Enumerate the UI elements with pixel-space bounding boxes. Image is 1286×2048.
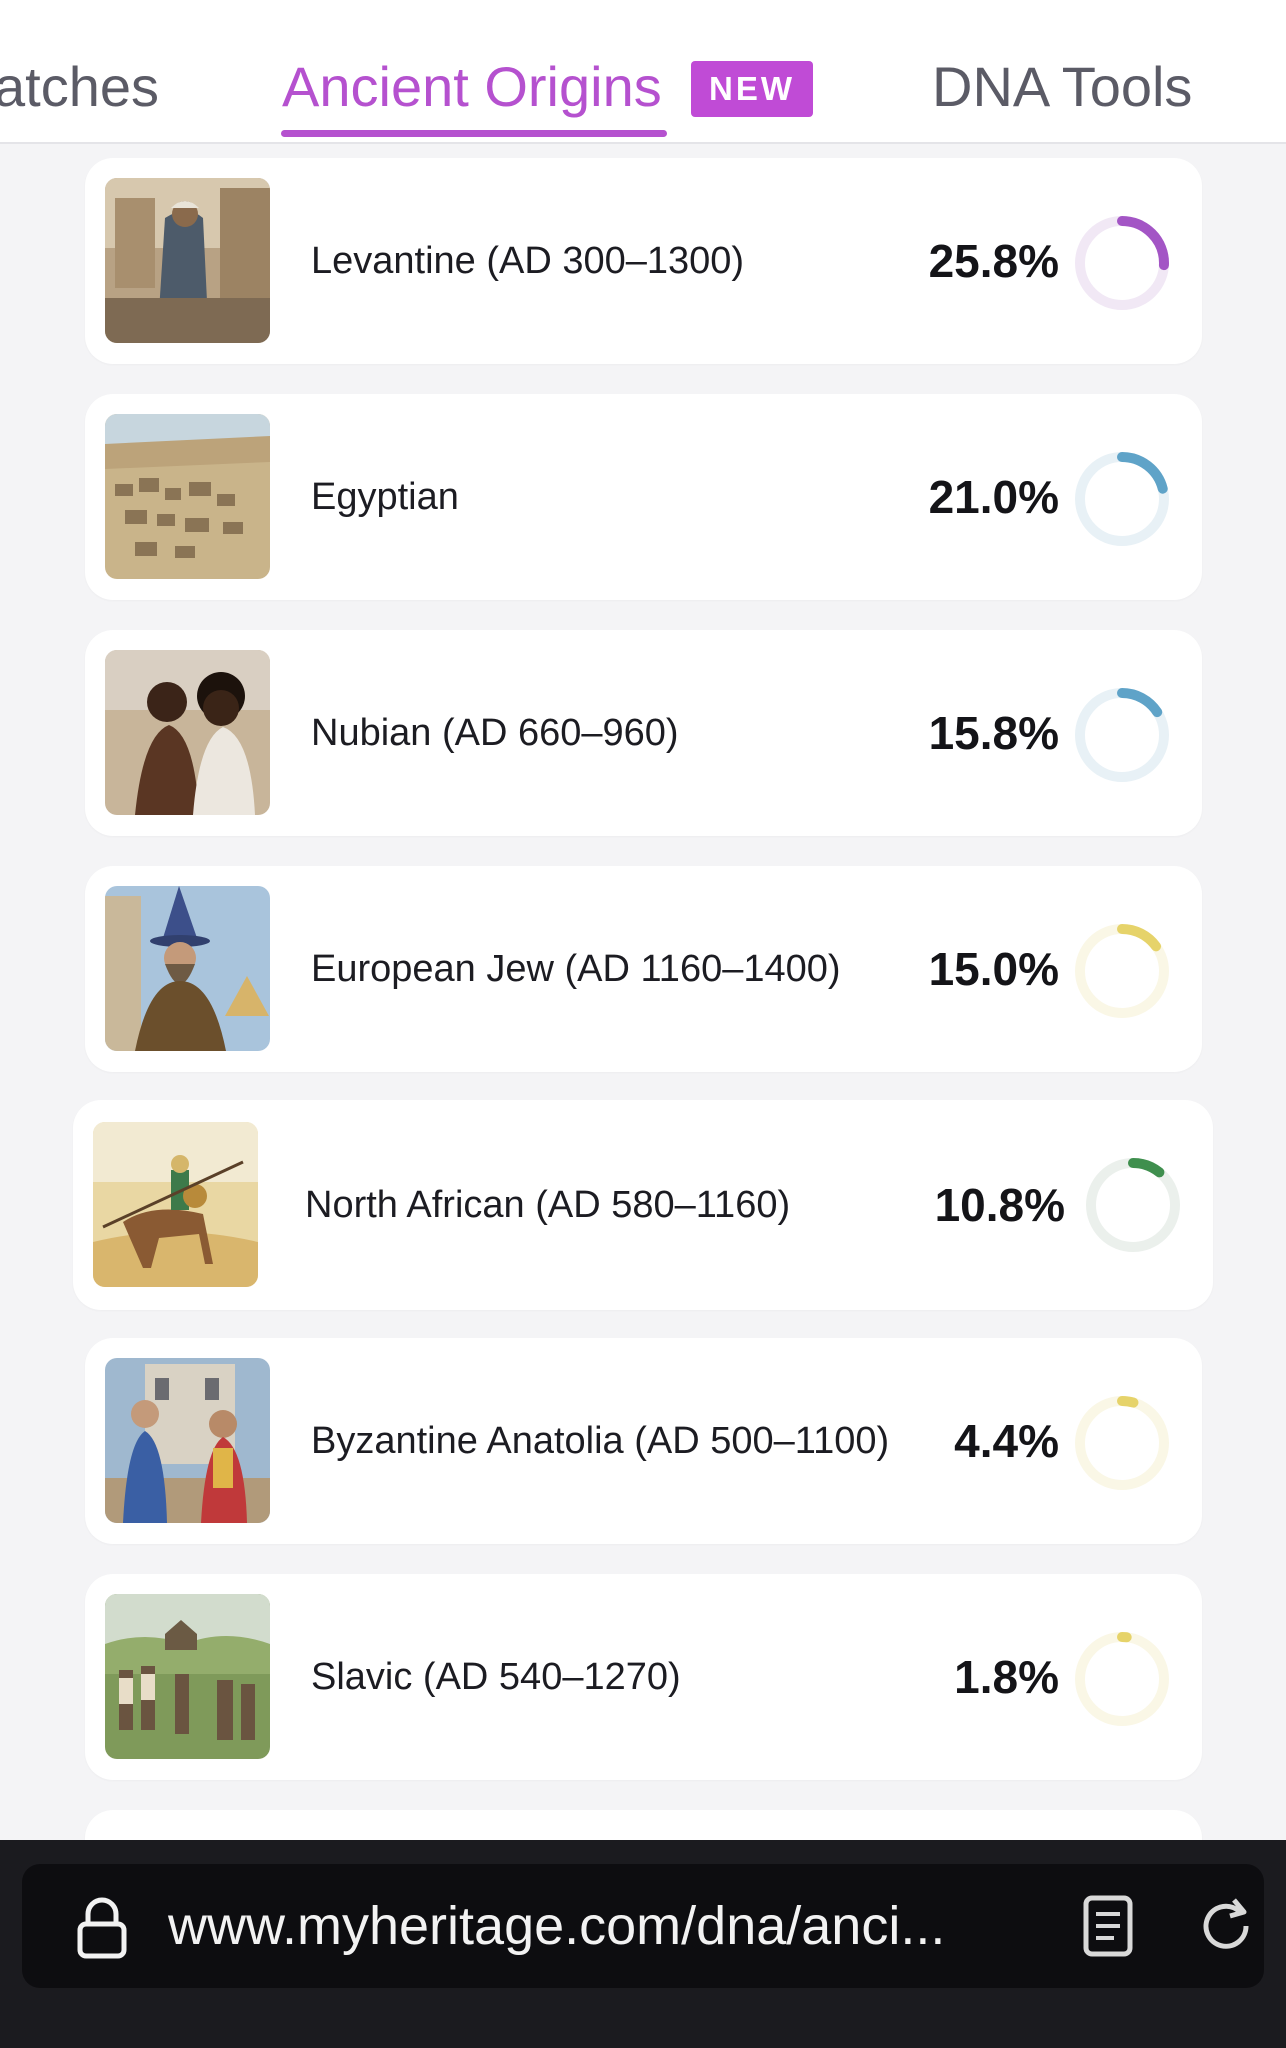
origin-row-egyptian[interactable]: Egyptian 21.0% bbox=[85, 394, 1202, 600]
origin-row-byzantine-anatolia[interactable]: Byzantine Anatolia (AD 500–1100) 4.4% bbox=[85, 1338, 1202, 1544]
new-badge: NEW bbox=[691, 61, 813, 117]
ring-progress-arc bbox=[1075, 1396, 1169, 1490]
origin-label: European Jew (AD 1160–1400) bbox=[311, 948, 841, 990]
origin-percent-ring bbox=[1072, 685, 1172, 785]
origin-label: Slavic (AD 540–1270) bbox=[311, 1656, 681, 1698]
ring-track bbox=[1075, 1632, 1169, 1726]
slavic-thumbnail bbox=[105, 1594, 270, 1759]
ring-progress-arc bbox=[1075, 688, 1169, 782]
origin-percent-ring bbox=[1072, 449, 1172, 549]
ring-progress-arc bbox=[1075, 924, 1169, 1018]
ring-progress-arc bbox=[1086, 1158, 1180, 1252]
origin-percent: 4.4% bbox=[954, 1415, 1059, 1467]
ring-svg bbox=[1075, 688, 1169, 782]
byzantine-anatolia-thumbnail bbox=[105, 1358, 270, 1523]
tab-dna-tools[interactable]: DNA Tools bbox=[932, 55, 1193, 118]
origin-label: North African (AD 580–1160) bbox=[305, 1184, 791, 1226]
origin-percent-ring bbox=[1083, 1155, 1183, 1255]
origin-percent-ring bbox=[1072, 921, 1172, 1021]
origin-row-levantine[interactable]: Levantine (AD 300–1300) 25.8% bbox=[85, 158, 1202, 364]
origin-percent-ring bbox=[1072, 1629, 1172, 1729]
levantine-thumbnail bbox=[105, 178, 270, 343]
origin-percent-ring bbox=[1072, 1393, 1172, 1493]
tab-ancient-origins[interactable]: Ancient Origins bbox=[282, 55, 662, 118]
ring-svg bbox=[1086, 1158, 1180, 1252]
origin-row-slavic[interactable]: Slavic (AD 540–1270) 1.8% bbox=[85, 1574, 1202, 1780]
url-bar[interactable]: www.myheritage.com/dna/anci... bbox=[22, 1864, 1264, 1988]
ring-svg bbox=[1075, 1396, 1169, 1490]
reload-icon[interactable] bbox=[1194, 1894, 1258, 1958]
ring-svg bbox=[1075, 452, 1169, 546]
nubian-thumbnail bbox=[105, 650, 270, 815]
lock-icon bbox=[74, 1896, 130, 1960]
origin-percent: 15.0% bbox=[928, 943, 1059, 995]
ring-svg bbox=[1075, 216, 1169, 310]
ring-svg bbox=[1075, 924, 1169, 1018]
origin-row-nubian[interactable]: Nubian (AD 660–960) 15.8% bbox=[85, 630, 1202, 836]
tab-bar: atches Ancient Origins NEW DNA Tools bbox=[0, 0, 1286, 144]
origin-label: Levantine (AD 300–1300) bbox=[311, 240, 745, 282]
origin-label: Nubian (AD 660–960) bbox=[311, 712, 679, 754]
origin-row-north-african[interactable]: North African (AD 580–1160) 10.8% bbox=[73, 1100, 1213, 1310]
origin-percent: 25.8% bbox=[928, 235, 1059, 287]
european-jew-thumbnail bbox=[105, 886, 270, 1051]
origin-percent: 15.8% bbox=[928, 707, 1059, 759]
origin-percent: 21.0% bbox=[928, 471, 1059, 523]
ring-progress-arc bbox=[1075, 216, 1169, 310]
ring-progress-arc bbox=[1075, 452, 1169, 546]
origin-percent: 10.8% bbox=[934, 1179, 1065, 1231]
origin-percent: 1.8% bbox=[954, 1651, 1059, 1703]
ring-track bbox=[1075, 1396, 1169, 1490]
active-tab-indicator bbox=[281, 130, 667, 137]
north-african-thumbnail bbox=[93, 1122, 258, 1287]
origin-label: Egyptian bbox=[311, 476, 459, 518]
egyptian-thumbnail bbox=[105, 414, 270, 579]
ring-progress-arc bbox=[1075, 1632, 1169, 1726]
origin-percent-ring bbox=[1072, 213, 1172, 313]
url-text[interactable]: www.myheritage.com/dna/anci... bbox=[168, 1896, 946, 1956]
origin-row-european-jew[interactable]: European Jew (AD 1160–1400) 15.0% bbox=[85, 866, 1202, 1072]
tab-matches[interactable]: atches bbox=[0, 55, 159, 118]
reader-view-icon[interactable] bbox=[1080, 1894, 1136, 1958]
ring-svg bbox=[1075, 1632, 1169, 1726]
origin-label: Byzantine Anatolia (AD 500–1100) bbox=[311, 1420, 890, 1462]
